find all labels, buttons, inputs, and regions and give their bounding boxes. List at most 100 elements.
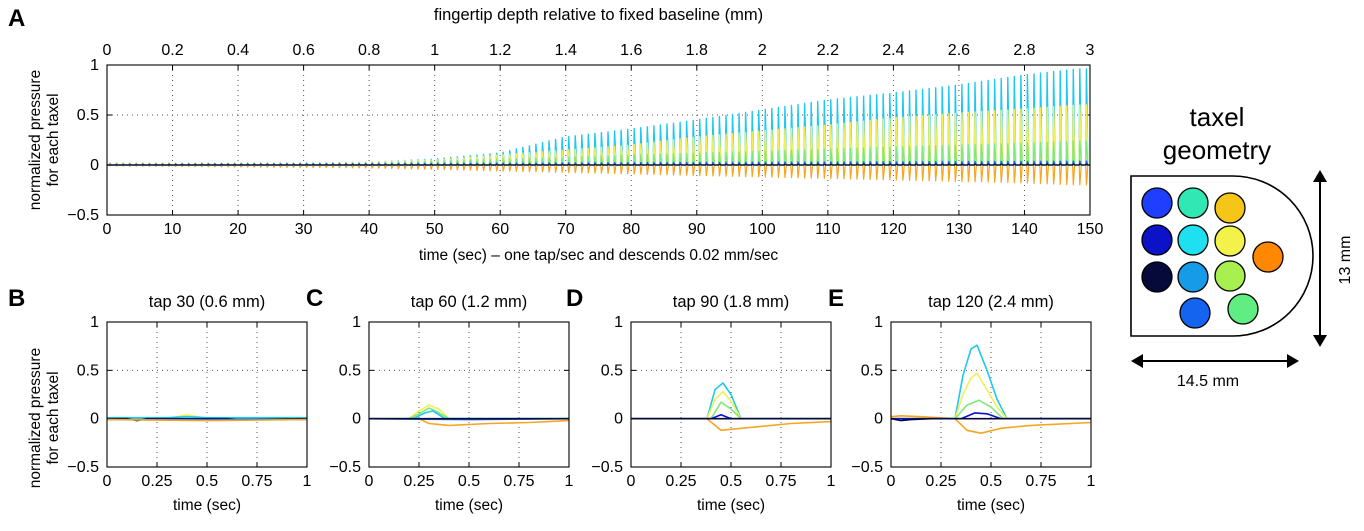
panel-d-ytick-label: −0.5 [591, 459, 623, 476]
panel-a-top-xtick-label: 1.8 [686, 42, 708, 59]
panel-a-xtick-label: 120 [880, 221, 907, 238]
panel-a-xtick-label: 130 [946, 221, 973, 238]
panel-letter-c: C [306, 285, 323, 312]
panel-c-ytick-label: 0.5 [339, 362, 361, 379]
panel-a-xtick-label: 10 [164, 221, 182, 238]
panel-e-title: tap 120 (2.4 mm) [928, 293, 1054, 311]
panel-b-xtick-label: 0.5 [196, 473, 218, 490]
panel-a-ylabel-line2: for each taxel [45, 93, 62, 186]
taxel-circle [1177, 261, 1209, 293]
panel-e-frame [890, 321, 1092, 468]
panel-a-top-xtick-label: 0.2 [161, 42, 183, 59]
panel-e-series-line [891, 372, 1091, 420]
panel-e-ytick-label: 0 [874, 411, 883, 428]
panel-a-series-line [107, 163, 1090, 166]
fingertip-outline [1130, 175, 1314, 337]
panel-a-xtick-label: 140 [1011, 221, 1038, 238]
panel-e-xtick-label: 0.75 [1025, 473, 1056, 490]
taxel-geometry-diagram: taxel geometry 13 mm 14.5 mm [1130, 102, 1354, 390]
panel-c-ytick-label: 0 [352, 411, 361, 428]
taxel-array [1141, 187, 1284, 329]
panel-a-xtick-label: 90 [688, 221, 706, 238]
panel-e-xtick-label: 1 [1087, 473, 1096, 490]
taxel-circle [1177, 187, 1209, 219]
panel-a-top-xtick-label: 0.6 [292, 42, 314, 59]
panel-letter-b: B [8, 285, 25, 312]
panel-d-title: tap 90 (1.8 mm) [673, 293, 789, 311]
panel-a-top-xtick-label: 2.6 [948, 42, 970, 59]
panel-a-ytick-label: 0 [90, 157, 99, 174]
panel-d-ytick-label: 0 [614, 411, 623, 428]
panel-d-xtick-label: 1 [827, 473, 836, 490]
panel-a-top-xtick-label: 1.6 [620, 42, 642, 59]
panel-d-ytick-label: 1 [614, 314, 623, 331]
panel-a-xtick-label: 150 [1077, 221, 1104, 238]
panel-b-plot-area [107, 322, 307, 467]
panel-a-series-group [107, 68, 1090, 186]
taxel-circle [1141, 261, 1173, 293]
panel-d-series-group [631, 382, 831, 432]
panel-a-xtick-label: 60 [491, 221, 509, 238]
panel-d-xtick-label: 0.25 [665, 473, 696, 490]
panel-c-xtick-label: 1 [565, 473, 574, 490]
panel-e-xlabel: time (sec) [957, 497, 1025, 514]
panel-a-top-xtick-label: 3 [1086, 42, 1095, 59]
panel-a-xtick-label: 50 [426, 221, 444, 238]
panel-a-top-xtick-label: 2.8 [1013, 42, 1035, 59]
panel-b-series-line [107, 418, 307, 422]
taxel-circle [1227, 293, 1259, 325]
panel-a-xtick-label: 110 [815, 221, 841, 238]
panel-a-plot-area [107, 65, 1090, 215]
panel-e-ytick-label: −0.5 [851, 459, 883, 476]
panel-c-title: tap 60 (1.2 mm) [411, 293, 527, 311]
panel-b-series-group [107, 414, 307, 422]
panel-a-top-xtick-label: 0.4 [227, 42, 249, 59]
panel-c-series-group [369, 404, 569, 427]
taxel-geometry-title-line2: geometry [1163, 135, 1271, 165]
panel-a-top-xtick-label: 0 [103, 42, 112, 59]
panel-a-frame [106, 64, 1091, 216]
panel-a-top-xtick-label: 0.8 [358, 42, 380, 59]
panel-b-ylabel-line1: normalized pressure [27, 348, 44, 488]
panel-d-xtick-label: 0.5 [720, 473, 742, 490]
panel-b-xlabel: time (sec) [173, 497, 241, 514]
panel-b-xtick-label: 1 [303, 473, 312, 490]
panel-c-xtick-label: 0 [365, 473, 374, 490]
panel-a-ytick-label: 1 [90, 57, 99, 74]
panel-a-xtick-label: 40 [360, 221, 378, 238]
panel-d-ytick-label: 0.5 [601, 362, 623, 379]
panel-a-top-xtick-label: 2 [758, 42, 767, 59]
panel-c-xlabel: time (sec) [435, 497, 503, 514]
panel-a-top-xtick-label: 2.4 [882, 42, 904, 59]
panel-a-top-xtick-label: 2.2 [817, 42, 839, 59]
taxel-circle [1141, 224, 1173, 256]
panel-a-xtick-label: 20 [229, 221, 247, 238]
panel-c-plot-area [369, 322, 569, 467]
panel-a-xtick-label: 0 [103, 221, 112, 238]
height-arrow-down-icon [1313, 335, 1327, 347]
taxel-circle [1214, 225, 1246, 257]
height-arrow-up-icon [1313, 170, 1327, 182]
panel-b-ytick-label: 0.5 [77, 362, 99, 379]
panel-e-series-line [891, 417, 1091, 422]
panel-e-xtick-label: 0.5 [980, 473, 1002, 490]
panel-a-ytick-label: −0.5 [67, 207, 99, 224]
panel-a-xtick-label: 30 [295, 221, 313, 238]
panel-e-plot-area [891, 322, 1091, 467]
panel-a-top-xtick-label: 1 [430, 42, 439, 59]
panel-e-xtick-label: 0 [887, 473, 896, 490]
panel-e-ytick-label: 0.5 [861, 362, 883, 379]
height-dimension-label: 13 mm [1337, 236, 1354, 285]
taxel-circle [1214, 192, 1246, 224]
panel-b-title: tap 30 (0.6 mm) [149, 293, 265, 311]
panel-a-ytick-label: 0.5 [77, 107, 99, 124]
panel-b-xtick-label: 0 [103, 473, 112, 490]
taxel-circle [1179, 297, 1211, 329]
taxel-circle [1214, 260, 1246, 292]
panel-c-frame [368, 321, 570, 468]
